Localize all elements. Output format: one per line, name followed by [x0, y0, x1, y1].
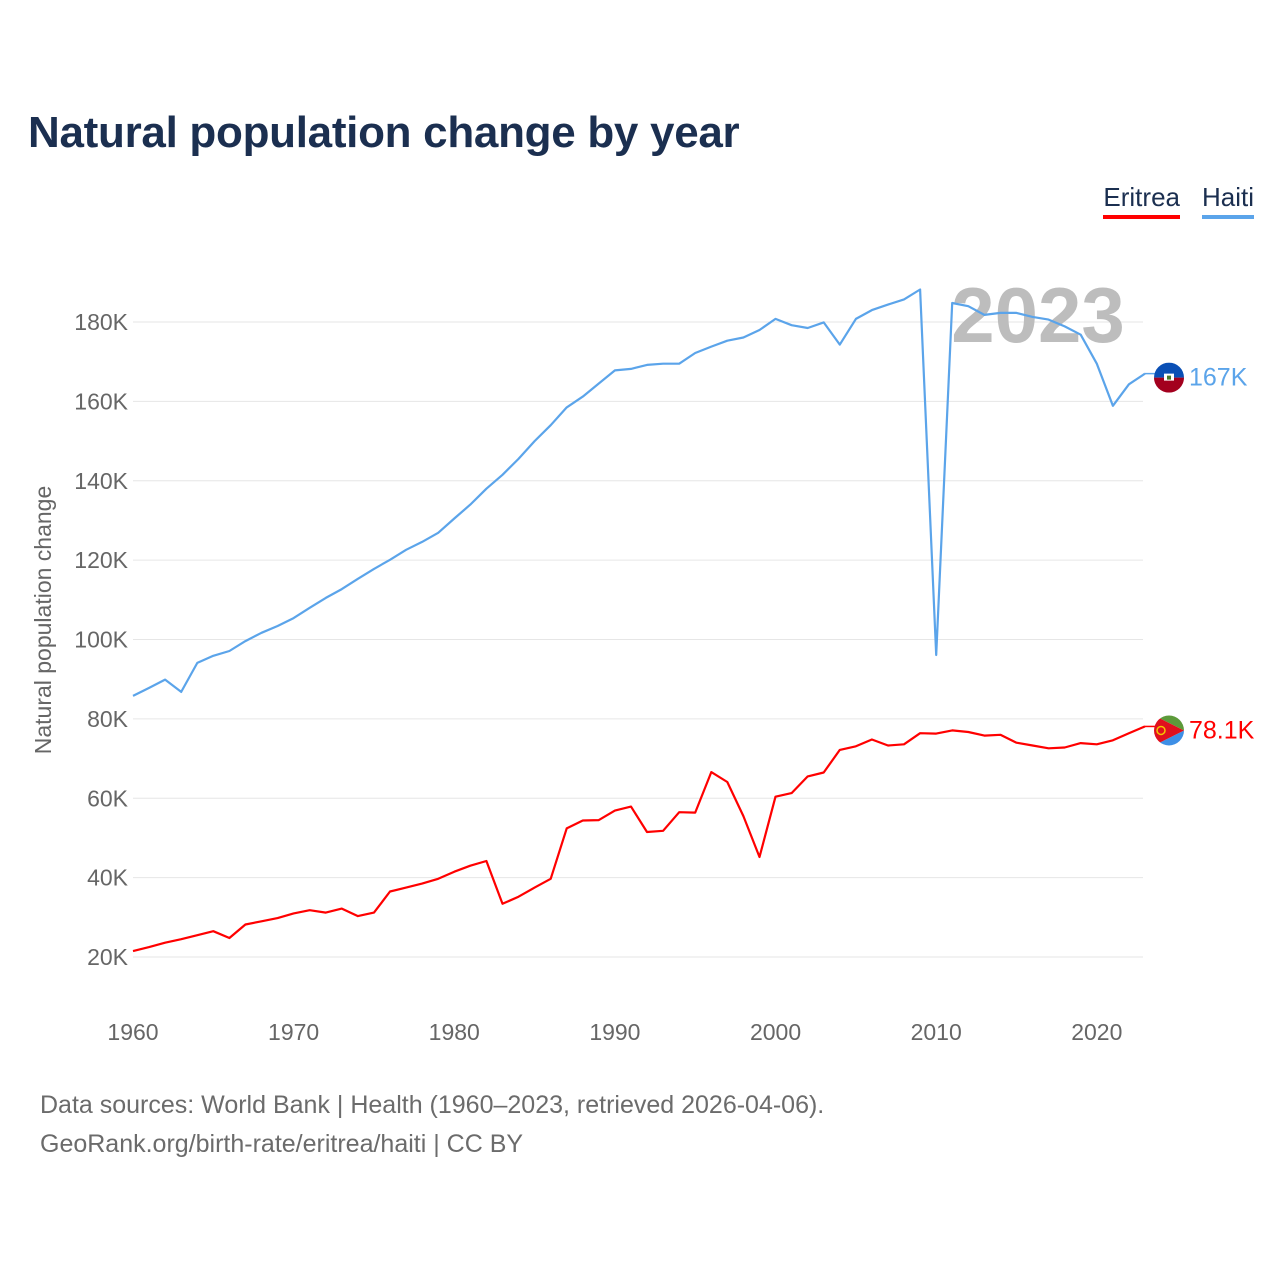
year-watermark: 2023	[951, 271, 1125, 359]
y-tick-label: 100K	[74, 627, 128, 653]
x-tick-label: 1980	[429, 1019, 480, 1045]
y-tick-label: 140K	[74, 468, 128, 494]
chart-title: Natural population change by year	[28, 108, 740, 157]
series-line-eritrea[interactable]	[132, 725, 1146, 953]
end-value-label-eritrea: 78.1K	[1189, 716, 1255, 744]
end-value-label-haiti: 167K	[1189, 364, 1248, 392]
footer: Data sources: World Bank | Health (1960–…	[40, 1086, 824, 1164]
x-tick-label: 2000	[750, 1019, 801, 1045]
y-tick-label: 60K	[87, 785, 129, 811]
series-line-haiti[interactable]	[132, 288, 1146, 697]
x-tick-label: 2020	[1071, 1019, 1122, 1045]
y-tick-label: 80K	[87, 706, 129, 732]
x-tick-label: 1970	[268, 1019, 319, 1045]
y-tick-label: 40K	[87, 865, 129, 891]
y-tick-label: 160K	[74, 388, 128, 414]
y-axis-label: Natural population change	[30, 486, 56, 755]
x-tick-label: 2010	[911, 1019, 962, 1045]
legend-item-eritrea[interactable]: Eritrea	[1103, 182, 1180, 219]
source-link[interactable]: GeoRank.org/birth-rate/eritrea/haiti | C…	[40, 1130, 524, 1158]
y-tick-label: 180K	[74, 309, 128, 335]
legend: Eritrea Haiti	[1103, 182, 1254, 219]
x-tick-label: 1960	[107, 1019, 158, 1045]
y-tick-label: 20K	[87, 944, 129, 970]
data-sources-text: Data sources: World Bank | Health (1960–…	[40, 1091, 825, 1119]
x-tick-label: 1990	[589, 1019, 640, 1045]
eritrea-flag-icon	[1154, 715, 1184, 746]
legend-item-haiti[interactable]: Haiti	[1201, 182, 1254, 219]
haiti-flag-icon	[1154, 362, 1184, 393]
y-tick-label: 120K	[74, 547, 128, 573]
